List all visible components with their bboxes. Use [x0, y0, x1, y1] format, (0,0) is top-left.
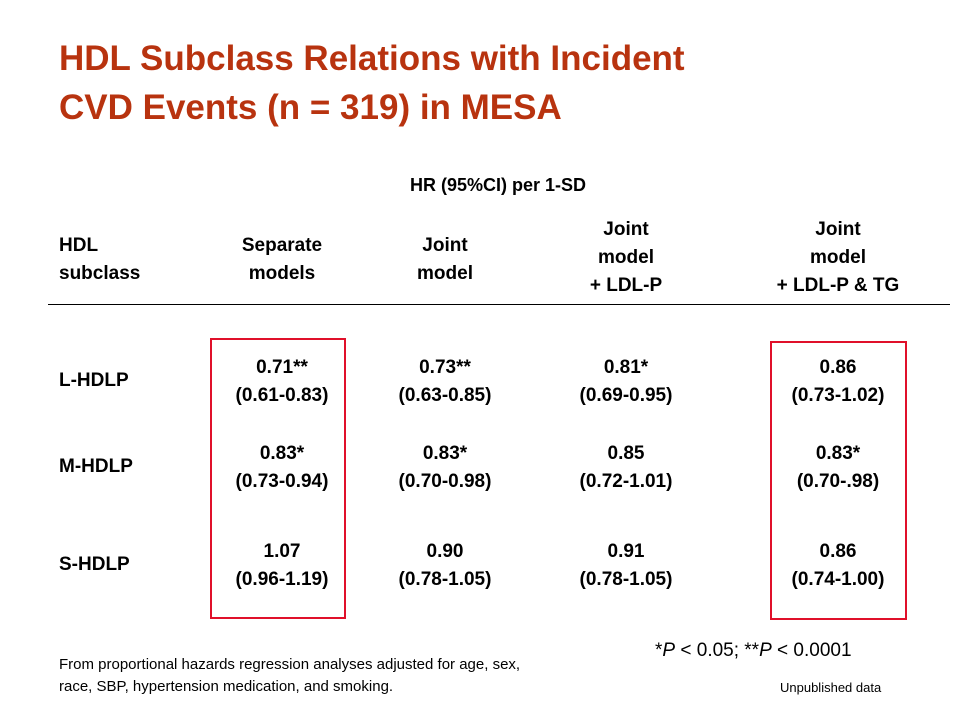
unpublished-data-note: Unpublished data [780, 680, 882, 695]
header-line: Joint [603, 219, 649, 240]
confidence-interval: (0.74-1.00) [791, 569, 885, 590]
header-line: subclass [59, 263, 141, 284]
header-line: Separate [241, 235, 323, 256]
confidence-interval: (0.70-.98) [796, 471, 880, 492]
hazard-ratio: 0.73** [419, 357, 471, 378]
table-cell: 0.86 (0.74-1.00) [763, 538, 913, 594]
header-line: + LDL-P [589, 275, 663, 296]
table-cell: 0.81* (0.69-0.95) [551, 354, 701, 410]
footnote-line: From proportional hazards regression ana… [59, 656, 521, 673]
hazard-ratio: 0.81* [603, 357, 649, 378]
header-hdl-subclass: HDL subclass [59, 232, 140, 288]
table-cell: 0.85 (0.72-1.01) [551, 440, 701, 496]
table-cell: 0.71** (0.61-0.83) [207, 354, 357, 410]
confidence-interval: (0.96-1.19) [235, 569, 329, 590]
highlight-box-separate-models [210, 338, 346, 619]
row-label-l-hdlp: L-HDLP [59, 370, 129, 391]
slide-title-line2: CVD Events (n = 319) in MESA [59, 88, 562, 127]
hazard-ratio: 0.83* [815, 443, 861, 464]
table-cell: 1.07 (0.96-1.19) [207, 538, 357, 594]
hazard-ratio: 1.07 [263, 541, 301, 562]
highlight-box-joint-ldlp-tg [770, 341, 907, 620]
header-separate-models: Separate models [207, 232, 357, 288]
confidence-interval: (0.73-0.94) [235, 471, 329, 492]
hazard-ratio: 0.90 [426, 541, 464, 562]
footnote: From proportional hazards regression ana… [59, 654, 659, 698]
hazard-ratio: 0.83* [259, 443, 305, 464]
table-subtitle: HR (95%CI) per 1-SD [409, 175, 587, 195]
significance-note: *P < 0.05; **P < 0.0001 [655, 640, 852, 662]
confidence-interval: (0.72-1.01) [579, 471, 673, 492]
hazard-ratio: 0.85 [607, 443, 645, 464]
table-cell: 0.86 (0.73-1.02) [763, 354, 913, 410]
significance-text: < 0.0001 [771, 640, 852, 661]
header-line: Joint [422, 235, 468, 256]
header-joint-model-ldlp: Joint model + LDL-P [551, 216, 701, 300]
confidence-interval: (0.70-0.98) [398, 471, 492, 492]
table-cell: 0.83* (0.70-.98) [763, 440, 913, 496]
hazard-ratio: 0.91 [607, 541, 645, 562]
slide-title: HDL Subclass Relations with Incident CVD… [59, 34, 919, 132]
row-label-s-hdlp: S-HDLP [59, 554, 130, 575]
header-line: + LDL-P & TG [776, 275, 900, 296]
significance-text: < 0.05; ** [675, 640, 760, 661]
table-cell: 0.73** (0.63-0.85) [370, 354, 520, 410]
header-line: model [810, 247, 866, 268]
header-joint-model-ldlp-tg: Joint model + LDL-P & TG [743, 216, 933, 300]
header-divider [48, 304, 950, 305]
table-cell: 0.90 (0.78-1.05) [370, 538, 520, 594]
header-line: model [417, 263, 473, 284]
hazard-ratio: 0.71** [256, 357, 308, 378]
footnote-line: race, SBP, hypertension medication, and … [59, 678, 394, 695]
header-line: models [248, 263, 316, 284]
confidence-interval: (0.61-0.83) [235, 385, 329, 406]
confidence-interval: (0.69-0.95) [579, 385, 673, 406]
p-symbol: P [759, 640, 772, 661]
p-symbol: P [662, 640, 676, 661]
confidence-interval: (0.73-1.02) [791, 385, 885, 406]
header-line: Joint [815, 219, 861, 240]
confidence-interval: (0.78-1.05) [579, 569, 673, 590]
hazard-ratio: 0.86 [819, 541, 857, 562]
slide-title-line1: HDL Subclass Relations with Incident [59, 39, 685, 78]
confidence-interval: (0.78-1.05) [398, 569, 492, 590]
header-line: HDL [59, 235, 99, 256]
hazard-ratio: 0.83* [422, 443, 468, 464]
table-cell: 0.83* (0.73-0.94) [207, 440, 357, 496]
table-cell: 0.83* (0.70-0.98) [370, 440, 520, 496]
header-joint-model: Joint model [370, 232, 520, 288]
row-label-m-hdlp: M-HDLP [59, 456, 133, 477]
confidence-interval: (0.63-0.85) [398, 385, 492, 406]
header-line: model [598, 247, 654, 268]
hazard-ratio: 0.86 [819, 357, 857, 378]
significance-star: * [655, 640, 663, 661]
table-cell: 0.91 (0.78-1.05) [551, 538, 701, 594]
